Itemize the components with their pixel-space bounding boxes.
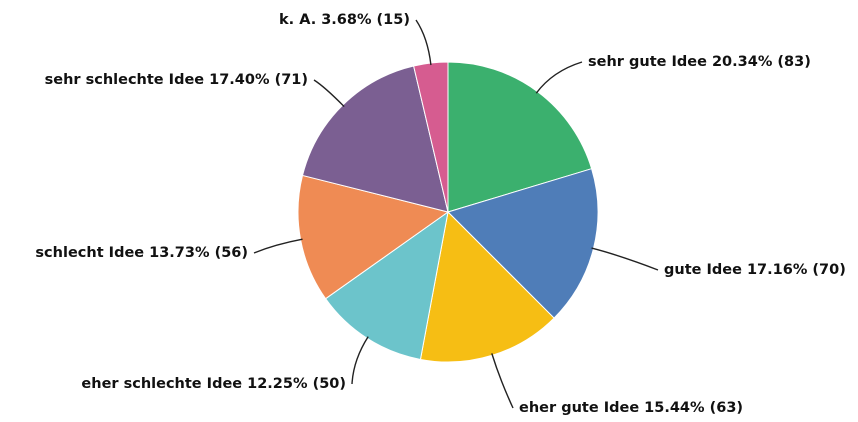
slice-category: eher gute Idee (519, 400, 639, 416)
leader-line (535, 61, 583, 94)
leader-line (253, 238, 303, 254)
slice-label: schlecht Idee 13.73% (56) (35, 245, 248, 261)
slice-value: 3.68% (15) (321, 12, 410, 28)
slice-label: gute Idee 17.16% (70) (664, 262, 846, 278)
leader-line (415, 19, 432, 66)
slice-value: 15.44% (63) (644, 400, 743, 416)
slice-label: eher gute Idee 15.44% (63) (519, 400, 743, 416)
slice-category: k. A. (279, 12, 316, 28)
leader-line (591, 247, 659, 271)
slice-category: sehr gute Idee (588, 54, 707, 70)
slice-label: k. A. 3.68% (15) (279, 12, 410, 28)
slice-label: sehr gute Idee 20.34% (83) (588, 54, 811, 70)
slice-value: 20.34% (83) (712, 54, 811, 70)
slice-value: 17.16% (70) (747, 262, 846, 278)
slice-category: sehr schlechte Idee (45, 72, 205, 88)
slice-value: 17.40% (71) (209, 72, 308, 88)
leader-line (351, 336, 369, 385)
slice-category: schlecht Idee (35, 245, 144, 261)
leader-line (313, 79, 345, 108)
slice-value: 13.73% (56) (149, 245, 248, 261)
slice-value: 12.25% (50) (247, 376, 346, 392)
slice-label: sehr schlechte Idee 17.40% (71) (45, 72, 308, 88)
slice-category: eher schlechte Idee (81, 376, 242, 392)
slice-category: gute Idee (664, 262, 742, 278)
slice-label: eher schlechte Idee 12.25% (50) (81, 376, 346, 392)
leader-line (491, 353, 514, 409)
